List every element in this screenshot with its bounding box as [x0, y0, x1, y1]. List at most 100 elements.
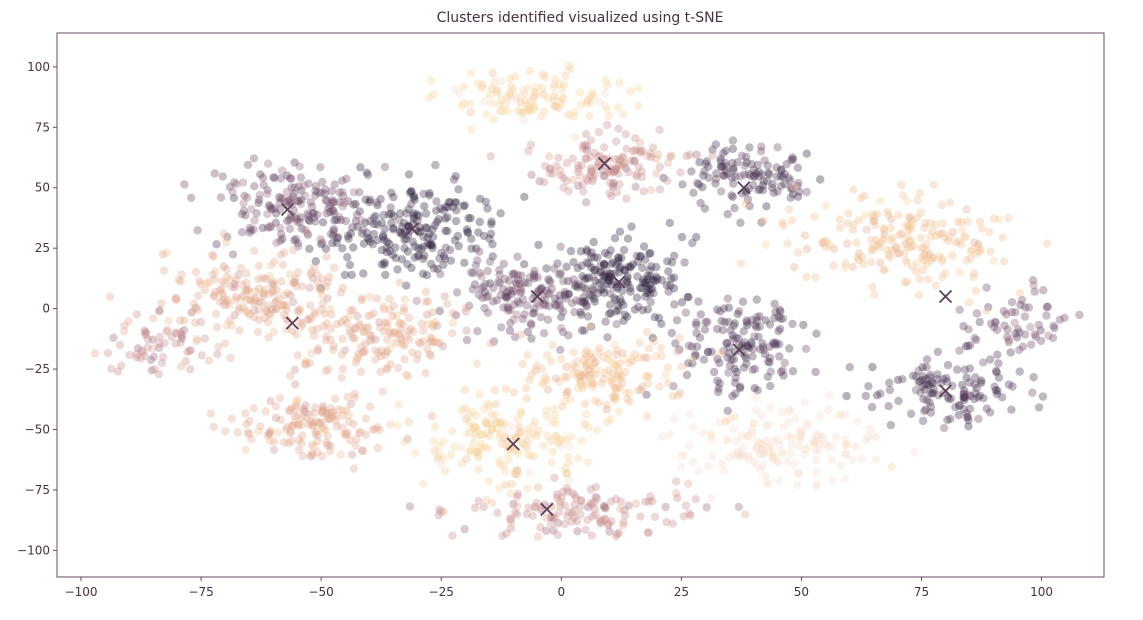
scatter-point — [636, 149, 645, 158]
scatter-point — [264, 309, 274, 319]
scatter-point — [632, 145, 641, 155]
scatter-point — [970, 238, 979, 247]
scatter-point — [902, 220, 911, 229]
scatter-point — [307, 267, 316, 277]
scatter-point — [714, 384, 723, 393]
scatter-point — [549, 404, 559, 414]
scatter-point — [579, 187, 588, 196]
scatter-point — [511, 278, 520, 288]
scatter-point — [230, 283, 239, 292]
scatter-point — [972, 335, 981, 345]
scatter-point — [975, 247, 984, 256]
scatter-point — [495, 270, 504, 280]
scatter-point — [516, 428, 525, 437]
scatter-point — [571, 494, 581, 503]
scatter-point — [387, 188, 396, 197]
scatter-point — [711, 174, 721, 184]
scatter-point — [575, 378, 585, 388]
scatter-point — [587, 291, 597, 301]
scatter-point — [770, 313, 779, 323]
scatter-point — [278, 234, 287, 243]
scatter-point — [643, 327, 652, 337]
scatter-point — [921, 240, 931, 249]
scatter-point — [822, 440, 831, 449]
scatter-point — [568, 154, 577, 163]
scatter-point — [862, 225, 871, 234]
scatter-point — [379, 302, 388, 311]
scatter-point — [296, 199, 306, 209]
scatter-point — [531, 366, 540, 375]
scatter-point — [761, 240, 771, 249]
scatter-point — [730, 203, 739, 213]
scatter-point — [619, 316, 628, 325]
scatter-point — [1026, 322, 1035, 332]
scatter-point — [868, 362, 877, 372]
scatter-point — [336, 288, 346, 297]
scatter-point — [571, 280, 580, 289]
scatter-point — [403, 260, 412, 269]
scatter-point — [356, 163, 365, 172]
scatter-point — [355, 207, 364, 216]
scatter-point — [575, 297, 585, 306]
scatter-point — [762, 436, 771, 445]
scatter-point — [321, 336, 331, 345]
scatter-point — [390, 328, 400, 337]
scatter-point — [905, 213, 914, 223]
scatter-point — [396, 325, 406, 335]
scatter-point — [530, 308, 539, 317]
scatter-point — [318, 405, 328, 414]
scatter-point — [330, 209, 339, 218]
scatter-point — [550, 264, 559, 273]
scatter-point — [638, 146, 647, 156]
scatter-point — [563, 512, 572, 521]
scatter-point — [611, 392, 621, 401]
scatter-point — [481, 429, 490, 438]
scatter-point — [347, 270, 356, 280]
scatter-point — [402, 281, 411, 290]
scatter-point — [783, 457, 792, 466]
scatter-point — [545, 276, 554, 285]
scatter-point — [719, 466, 728, 475]
scatter-point — [495, 265, 504, 275]
scatter-point — [531, 502, 540, 512]
scatter-point — [670, 300, 679, 309]
scatter-point — [422, 223, 432, 233]
scatter-point — [965, 404, 975, 413]
scatter-point — [443, 300, 452, 309]
scatter-point — [555, 497, 565, 506]
scatter-point — [551, 374, 560, 383]
scatter-point — [648, 284, 657, 293]
scatter-point — [563, 388, 572, 397]
scatter-point — [641, 372, 650, 381]
scatter-point — [243, 285, 253, 295]
scatter-point — [394, 319, 404, 329]
scatter-point — [359, 327, 368, 336]
scatter-point — [695, 158, 704, 167]
scatter-point — [793, 163, 803, 172]
scatter-point — [626, 86, 635, 96]
scatter-point — [180, 326, 189, 335]
scatter-point — [317, 451, 327, 461]
scatter-point — [495, 456, 504, 465]
scatter-point — [372, 198, 381, 207]
scatter-point — [550, 96, 559, 106]
scatter-point — [187, 308, 196, 317]
scatter-point — [202, 279, 211, 288]
scatter-point — [380, 258, 389, 267]
scatter-point — [675, 345, 684, 354]
scatter-point — [915, 188, 924, 198]
scatter-point — [854, 216, 863, 225]
scatter-point — [567, 299, 577, 308]
scatter-point — [318, 291, 327, 300]
scatter-point — [790, 262, 799, 272]
scatter-point — [912, 213, 922, 222]
scatter-point — [841, 441, 850, 451]
scatter-point — [553, 259, 562, 268]
scatter-point — [676, 462, 686, 472]
scatter-point — [757, 170, 766, 179]
scatter-point — [945, 232, 954, 241]
scatter-point — [775, 324, 785, 334]
scatter-point — [618, 520, 628, 530]
scatter-point — [560, 287, 570, 297]
scatter-point — [752, 323, 761, 332]
